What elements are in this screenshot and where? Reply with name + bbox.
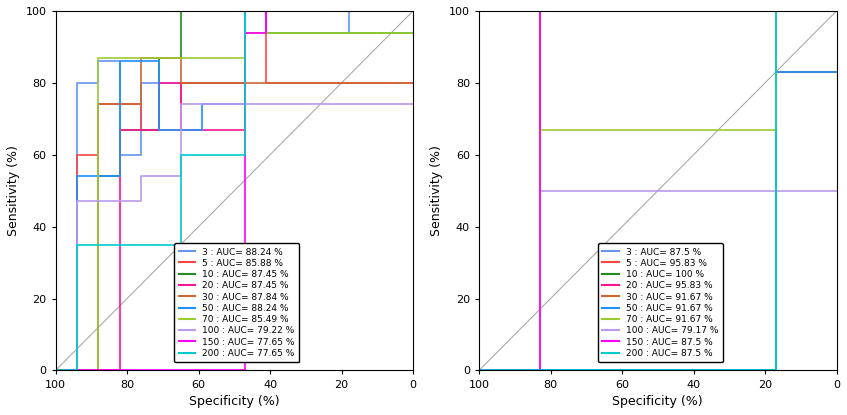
Legend: 3 : AUC= 88.24 %, 5 : AUC= 85.88 %, 10 : AUC= 87.45 %, 20 : AUC= 87.45 %, 30 : A: 3 : AUC= 88.24 %, 5 : AUC= 85.88 %, 10 :… xyxy=(174,243,300,362)
X-axis label: Specificity (%): Specificity (%) xyxy=(612,395,703,408)
X-axis label: Specificity (%): Specificity (%) xyxy=(189,395,280,408)
Legend: 3 : AUC= 87.5 %, 5 : AUC= 95.83 %, 10 : AUC= 100 %, 20 : AUC= 95.83 %, 30 : AUC=: 3 : AUC= 87.5 %, 5 : AUC= 95.83 %, 10 : … xyxy=(598,243,723,362)
Y-axis label: Sensitivity (%): Sensitivity (%) xyxy=(7,145,20,236)
Y-axis label: Sensitivity (%): Sensitivity (%) xyxy=(430,145,444,236)
